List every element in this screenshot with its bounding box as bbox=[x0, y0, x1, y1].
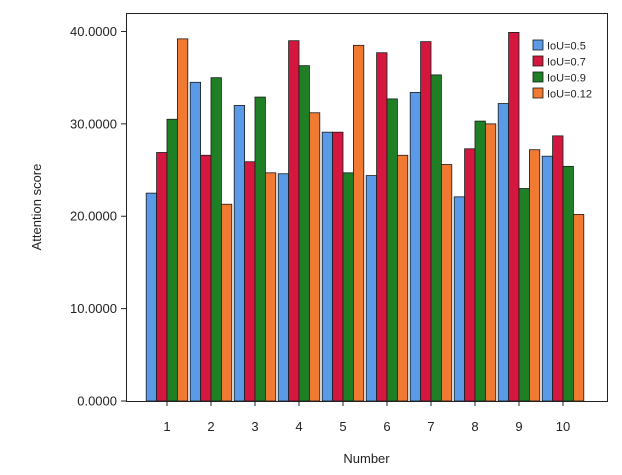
legend: IoU=0.5 IoU=0.7 IoU=0.9 IoU=0.12 bbox=[532, 39, 592, 101]
bar-8-series-1 bbox=[453, 196, 466, 402]
bar-9-series-2 bbox=[508, 32, 520, 402]
bar-1-series-3 bbox=[166, 118, 178, 402]
bar-6-series-4 bbox=[396, 154, 409, 402]
bar-10-series-1 bbox=[541, 155, 554, 402]
bar-9-series-4 bbox=[529, 149, 541, 402]
y-axis-label: Attention score bbox=[29, 164, 44, 251]
legend-swatch bbox=[532, 87, 544, 99]
legend-entry: IoU=0.9 bbox=[547, 73, 586, 85]
bar-1-series-1 bbox=[145, 192, 157, 402]
x-tick-label: 7 bbox=[427, 419, 434, 434]
bar-3-series-2 bbox=[244, 161, 256, 402]
bar-4-series-3 bbox=[298, 65, 310, 402]
bar-6-series-2 bbox=[376, 52, 388, 402]
bar-7-series-3 bbox=[430, 74, 442, 402]
bar-2-series-4 bbox=[220, 203, 233, 402]
bar-3-series-1 bbox=[233, 104, 245, 402]
bar-10-series-3 bbox=[562, 165, 574, 402]
x-axis: 1 2 3 4 5 6 7 8 9 10 bbox=[163, 401, 570, 434]
legend-entry: IoU=0.5 bbox=[547, 41, 586, 53]
legend-swatch bbox=[532, 39, 544, 51]
plot-area-frame bbox=[126, 13, 608, 402]
x-tick-label: 8 bbox=[471, 419, 478, 434]
bar-8-series-3 bbox=[474, 120, 486, 402]
bar-10-series-2 bbox=[552, 135, 564, 402]
bar-9-series-3 bbox=[518, 188, 530, 402]
y-tick-label: 40.0000 bbox=[70, 24, 117, 39]
legend-entry: IoU=0.7 bbox=[547, 57, 586, 69]
bars-layer bbox=[145, 32, 585, 402]
bar-1-series-2 bbox=[156, 152, 168, 402]
bar-3-series-3 bbox=[254, 96, 266, 402]
bar-9-series-1 bbox=[497, 103, 510, 402]
y-tick-label: 20.0000 bbox=[70, 209, 117, 224]
bar-8-series-2 bbox=[464, 148, 476, 402]
x-tick-label: 2 bbox=[207, 419, 214, 434]
bar-4-series-1 bbox=[277, 173, 290, 402]
bar-5-series-3 bbox=[342, 172, 354, 402]
bar-5-series-4 bbox=[352, 44, 365, 402]
bar-6-series-3 bbox=[386, 98, 398, 402]
x-tick-label: 5 bbox=[339, 419, 346, 434]
bar-7-series-2 bbox=[420, 41, 432, 402]
x-tick-label: 9 bbox=[515, 419, 522, 434]
bar-5-series-2 bbox=[332, 131, 344, 402]
y-axis: 0.0000 10.0000 20.0000 30.0000 40.0000 bbox=[70, 24, 126, 409]
bar-6-series-1 bbox=[365, 175, 378, 402]
bar-2-series-1 bbox=[189, 81, 201, 402]
x-tick-label: 3 bbox=[251, 419, 258, 434]
bar-4-series-2 bbox=[288, 40, 300, 402]
bar-2-series-2 bbox=[200, 154, 212, 402]
bar-7-series-1 bbox=[409, 92, 422, 402]
bar-5-series-1 bbox=[321, 131, 334, 402]
legend-swatch bbox=[532, 55, 544, 67]
bar-2-series-3 bbox=[210, 77, 222, 402]
y-tick-label: 0.0000 bbox=[77, 394, 117, 409]
x-tick-label: 1 bbox=[163, 419, 170, 434]
y-tick-label: 10.0000 bbox=[70, 301, 117, 316]
bar-4-series-4 bbox=[308, 112, 321, 402]
bar-3-series-4 bbox=[264, 172, 277, 402]
x-tick-label: 4 bbox=[295, 419, 302, 434]
legend-swatch bbox=[532, 71, 544, 83]
y-tick-label: 30.0000 bbox=[70, 116, 117, 131]
x-tick-label: 10 bbox=[556, 419, 570, 434]
bar-1-series-4 bbox=[176, 38, 189, 402]
legend-entry: IoU=0.12 bbox=[547, 89, 592, 101]
bar-7-series-4 bbox=[440, 164, 453, 402]
x-tick-label: 6 bbox=[383, 419, 390, 434]
x-axis-label: Number bbox=[343, 451, 390, 466]
bar-8-series-4 bbox=[484, 123, 497, 402]
bar-10-series-4 bbox=[573, 213, 585, 402]
